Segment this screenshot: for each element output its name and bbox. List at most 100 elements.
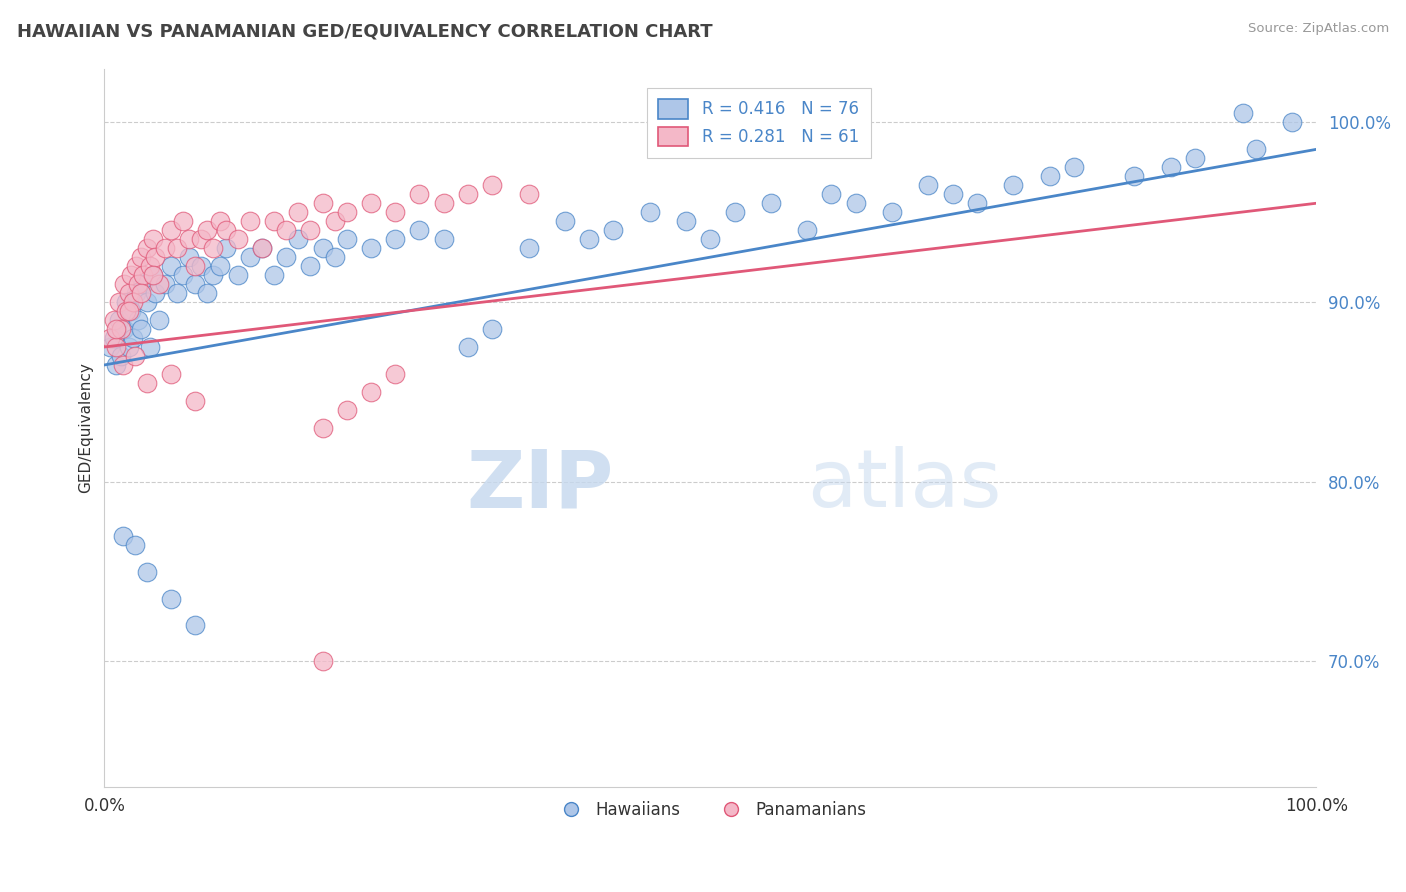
Point: [132, 277, 155, 292]
Point: [723, 205, 745, 219]
Point: [115, 304, 138, 318]
Point: [125, 286, 148, 301]
Text: atlas: atlas: [807, 446, 1001, 524]
Point: [135, 295, 157, 310]
Point: [135, 376, 157, 390]
Point: [153, 277, 176, 292]
Point: [336, 403, 359, 417]
Point: [287, 232, 309, 246]
Point: [124, 349, 146, 363]
Point: [172, 214, 194, 228]
Point: [250, 241, 273, 255]
Point: [287, 205, 309, 219]
Point: [190, 259, 212, 273]
Point: [239, 214, 262, 228]
Point: [160, 259, 183, 273]
Point: [115, 295, 138, 310]
Point: [845, 196, 868, 211]
Point: [117, 304, 139, 318]
Point: [125, 259, 148, 273]
Point: [120, 268, 142, 282]
Point: [578, 232, 600, 246]
Point: [942, 187, 965, 202]
Point: [135, 241, 157, 255]
Point: [112, 322, 135, 336]
Point: [457, 340, 479, 354]
Point: [1232, 106, 1254, 120]
Point: [311, 654, 333, 668]
Point: [122, 295, 145, 310]
Point: [226, 268, 249, 282]
Point: [336, 232, 359, 246]
Point: [129, 286, 152, 301]
Point: [103, 313, 125, 327]
Point: [105, 358, 128, 372]
Point: [108, 313, 131, 327]
Point: [179, 232, 201, 246]
Point: [142, 232, 165, 246]
Text: ZIP: ZIP: [467, 446, 613, 524]
Point: [190, 232, 212, 246]
Point: [166, 286, 188, 301]
Point: [110, 322, 132, 336]
Point: [311, 421, 333, 435]
Point: [638, 205, 661, 219]
Point: [433, 196, 456, 211]
Point: [184, 393, 207, 408]
Point: [966, 196, 988, 211]
Point: [311, 196, 333, 211]
Point: [433, 232, 456, 246]
Point: [111, 358, 134, 372]
Point: [323, 250, 346, 264]
Point: [129, 250, 152, 264]
Point: [1063, 161, 1085, 175]
Point: [120, 304, 142, 318]
Point: [111, 528, 134, 542]
Point: [197, 286, 219, 301]
Point: [172, 268, 194, 282]
Point: [457, 187, 479, 202]
Point: [139, 340, 162, 354]
Point: [276, 250, 298, 264]
Point: [184, 618, 207, 632]
Point: [1281, 115, 1303, 129]
Point: [602, 223, 624, 237]
Point: [160, 591, 183, 606]
Point: [202, 268, 225, 282]
Point: [1123, 169, 1146, 184]
Point: [208, 259, 231, 273]
Point: [214, 241, 236, 255]
Point: [108, 295, 131, 310]
Point: [117, 286, 139, 301]
Point: [143, 286, 166, 301]
Point: [384, 232, 406, 246]
Point: [408, 223, 430, 237]
Point: [142, 268, 165, 282]
Point: [208, 214, 231, 228]
Legend: Hawaiians, Panamanians: Hawaiians, Panamanians: [547, 794, 873, 826]
Point: [135, 565, 157, 579]
Point: [179, 250, 201, 264]
Point: [105, 340, 128, 354]
Point: [517, 187, 540, 202]
Point: [197, 223, 219, 237]
Point: [336, 205, 359, 219]
Point: [127, 313, 149, 327]
Text: Source: ZipAtlas.com: Source: ZipAtlas.com: [1249, 22, 1389, 36]
Point: [1160, 161, 1182, 175]
Point: [276, 223, 298, 237]
Point: [122, 331, 145, 345]
Point: [214, 223, 236, 237]
Point: [239, 250, 262, 264]
Point: [226, 232, 249, 246]
Point: [481, 322, 503, 336]
Point: [699, 232, 721, 246]
Point: [127, 277, 149, 292]
Point: [408, 187, 430, 202]
Point: [202, 241, 225, 255]
Point: [143, 250, 166, 264]
Point: [299, 259, 322, 273]
Point: [117, 340, 139, 354]
Point: [759, 196, 782, 211]
Point: [323, 214, 346, 228]
